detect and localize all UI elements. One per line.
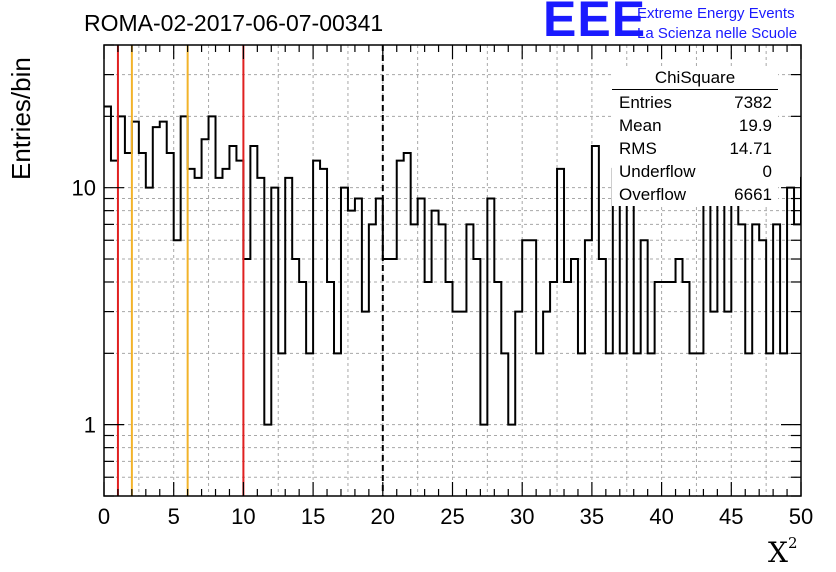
stats-row-rms: RMS 14.71 (612, 137, 778, 160)
x-tick-label: 50 (789, 504, 813, 529)
stats-row-entries: Entries 7382 (612, 91, 778, 114)
x-tick-label: 30 (510, 504, 534, 529)
stats-title: ChiSquare (612, 68, 778, 90)
x-tick-label: 0 (98, 504, 110, 529)
y-tick-label: 10 (72, 176, 96, 201)
x-tick-label: 15 (301, 504, 325, 529)
stats-row-mean: Mean 19.9 (612, 114, 778, 137)
chart-title: ROMA-02-2017-06-07-00341 (84, 10, 384, 36)
y-axis-label: Entries/bin (6, 57, 36, 180)
eee-logo: EEE (543, 0, 647, 47)
stats-box: ChiSquare Entries 7382 Mean 19.9 RMS 14.71 … (612, 68, 778, 206)
stats-value: 6661 (734, 185, 772, 204)
x-axis-label-sup: 2 (787, 533, 798, 552)
x-tick-label: 35 (580, 504, 604, 529)
logo-line-2: La Scienza nelle Scuole (637, 25, 798, 42)
cut-lines (116, 45, 384, 496)
x-tick-label: 10 (231, 504, 255, 529)
x-tick-label: 25 (440, 504, 464, 529)
tick-labels: 0 5 10 15 20 25 30 35 40 45 50 1 10 (72, 176, 814, 529)
x-tick-label: 5 (168, 504, 180, 529)
stats-label: Entries (619, 93, 672, 112)
stats-label: Underflow (619, 162, 696, 181)
stats-value: 19.9 (738, 116, 772, 135)
eee-logo-text: Extreme Energy Events La Scienza nelle S… (637, 4, 797, 44)
stats-value: 0 (762, 162, 772, 181)
x-tick-label: 20 (371, 504, 395, 529)
y-tick-label: 1 (84, 413, 96, 438)
axis-ticks (103, 44, 802, 497)
stats-value: 14.71 (729, 139, 772, 158)
histogram-line (104, 105, 801, 426)
stats-value: 7382 (734, 93, 772, 112)
stats-label: Mean (619, 116, 662, 135)
stats-row-overflow: Overflow 6661 (612, 183, 778, 206)
x-tick-label: 45 (719, 504, 743, 529)
logo-line-1: Extreme Energy Events (637, 5, 795, 22)
stats-row-underflow: Underflow 0 (612, 160, 778, 183)
x-axis-label: X2 (768, 533, 798, 569)
x-axis-label-base: X (768, 536, 788, 569)
stats-label: Overflow (619, 185, 687, 204)
stats-label: RMS (619, 139, 657, 158)
x-tick-label: 40 (649, 504, 673, 529)
histogram-series (104, 105, 801, 426)
